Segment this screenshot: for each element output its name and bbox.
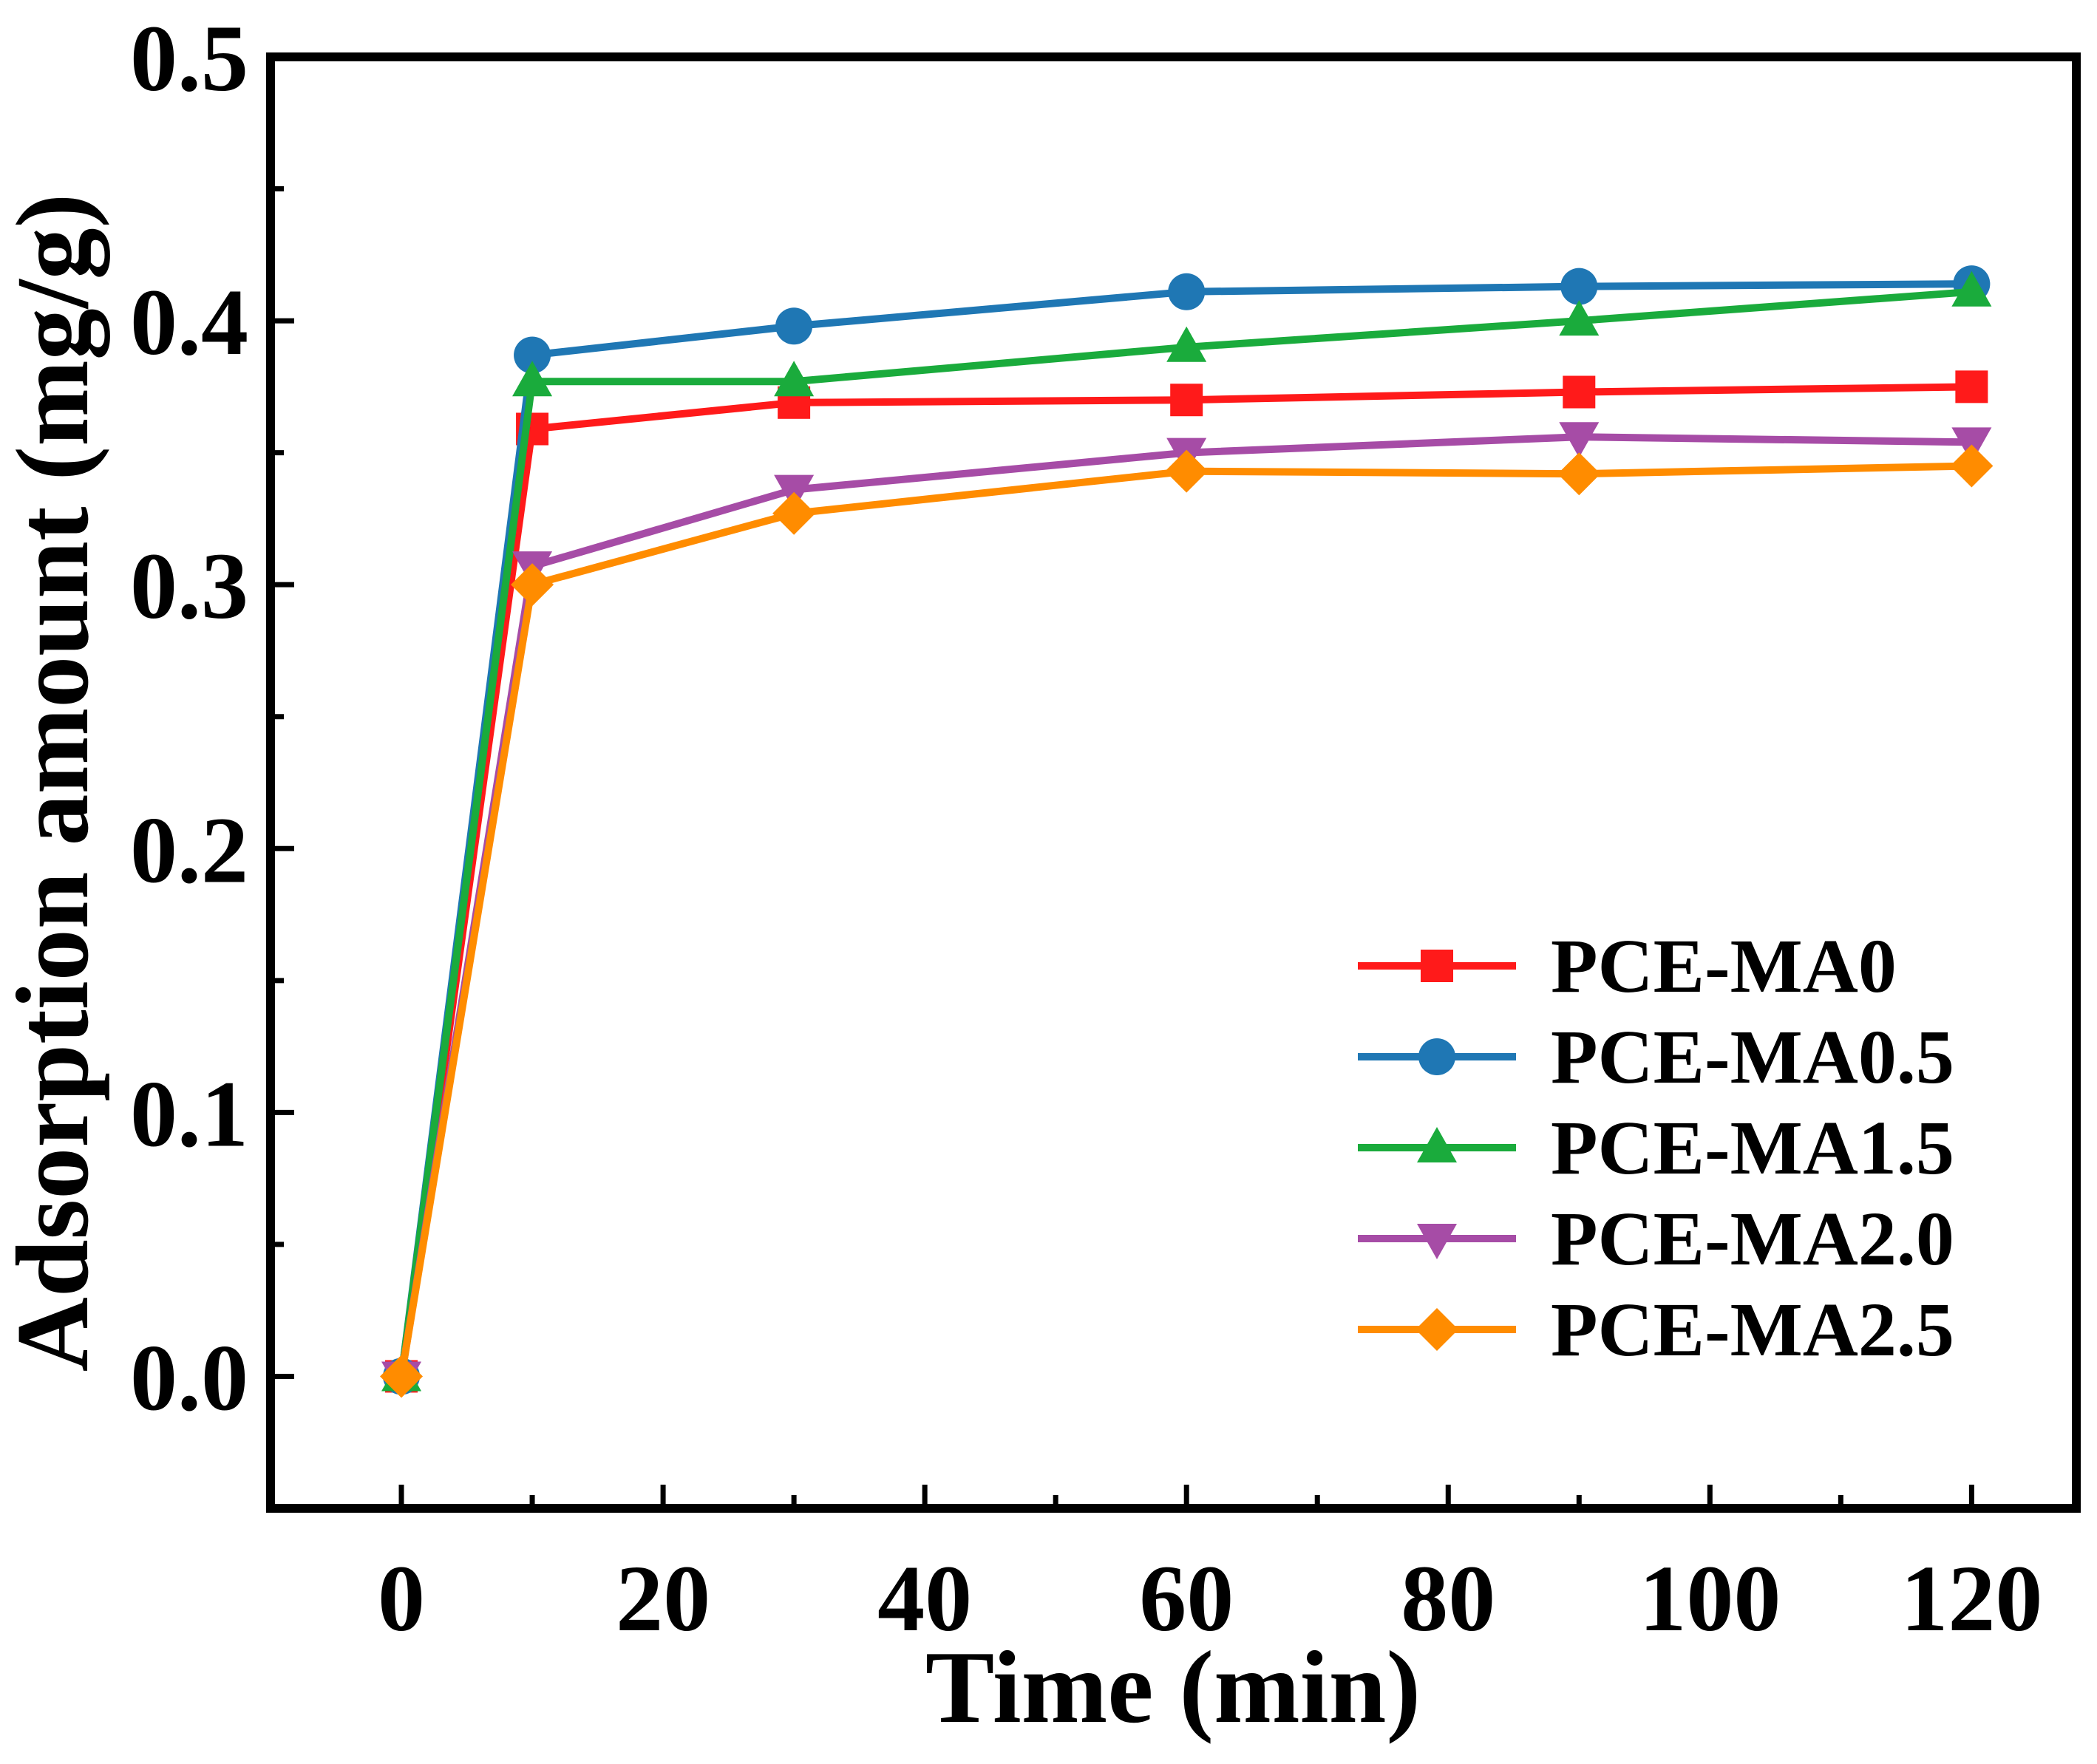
x-tick-label: 100 [1639,1546,1781,1651]
data-point-pce-ma2-5 [1165,449,1209,493]
legend-marker-pce-ma2-5 [1415,1308,1458,1351]
legend-label-pce-ma2-5: PCE-MA2.5 [1551,1287,1954,1372]
y-axis-title: Adsorption amount (mg/g) [0,194,110,1372]
x-tick-label: 120 [1900,1546,2042,1651]
plot-frame [266,52,2081,1513]
series-line-pce-ma1-5 [398,287,1972,1378]
y-tick-label: 0.0 [130,1325,248,1430]
x-axis-title: Time (min) [925,1630,1421,1745]
data-point-pce-ma1-5 [774,361,815,397]
data-point-pce-ma2-5 [380,1355,424,1398]
y-tick-label: 0.5 [130,6,248,111]
axis-ticks [271,54,1974,1508]
data-point-pce-ma0-5 [514,336,551,374]
y-tick-label: 0.3 [130,534,248,638]
x-tick-label: 60 [1139,1546,1234,1651]
legend: PCE-MA0PCE-MA0.5PCE-MA1.5PCE-MA2.0PCE-MA… [1358,924,1954,1372]
data-point-pce-ma0-5 [775,307,813,345]
axis-tick-labels: 0 20 40 60 80 100 120 0.0 0.1 0.2 0.3 0.4 0.5 [130,6,2042,1651]
data-point-pce-ma0 [1170,384,1203,417]
series-line-pce-ma2-5 [398,462,1972,1378]
data-point-pce-ma1-5 [1559,300,1600,336]
data-point-pce-ma1-5 [512,361,553,397]
y-tick-label: 0.4 [130,270,248,375]
y-tick-label: 0.2 [130,797,248,902]
y-tick-label: 0.1 [130,1061,248,1166]
legend-marker-pce-ma1-5 [1417,1127,1457,1162]
data-point-pce-ma0-5 [1168,273,1206,310]
series-line-pce-ma0 [398,383,1972,1378]
legend-label-pce-ma0: PCE-MA0 [1551,924,1897,1009]
data-point-pce-ma0-5 [1560,268,1598,305]
plot-area [380,265,1994,1398]
legend-label-pce-ma2-0: PCE-MA2.0 [1551,1196,1954,1281]
data-point-pce-ma2-0 [1559,422,1600,458]
legend-label-pce-ma1-5: PCE-MA1.5 [1551,1106,1954,1191]
data-point-pce-ma2-5 [1557,452,1601,496]
x-tick-label: 80 [1401,1546,1495,1651]
x-tick-label: 0 [378,1546,425,1651]
data-point-pce-ma2-5 [1950,444,1994,488]
data-point-pce-ma1-5 [1951,270,1992,307]
data-point-pce-ma1-5 [1166,326,1207,362]
x-tick-label: 40 [877,1546,972,1651]
legend-marker-pce-ma0 [1421,950,1453,982]
data-point-pce-ma2-5 [772,491,816,535]
legend-marker-pce-ma2-0 [1417,1224,1457,1259]
legend-marker-pce-ma0-5 [1418,1038,1455,1075]
data-point-pce-ma0 [1955,370,1988,403]
legend-label-pce-ma0-5: PCE-MA0.5 [1551,1015,1954,1100]
x-tick-label: 20 [616,1546,710,1651]
data-point-pce-ma2-5 [511,563,554,607]
data-point-pce-ma0 [1563,375,1596,409]
